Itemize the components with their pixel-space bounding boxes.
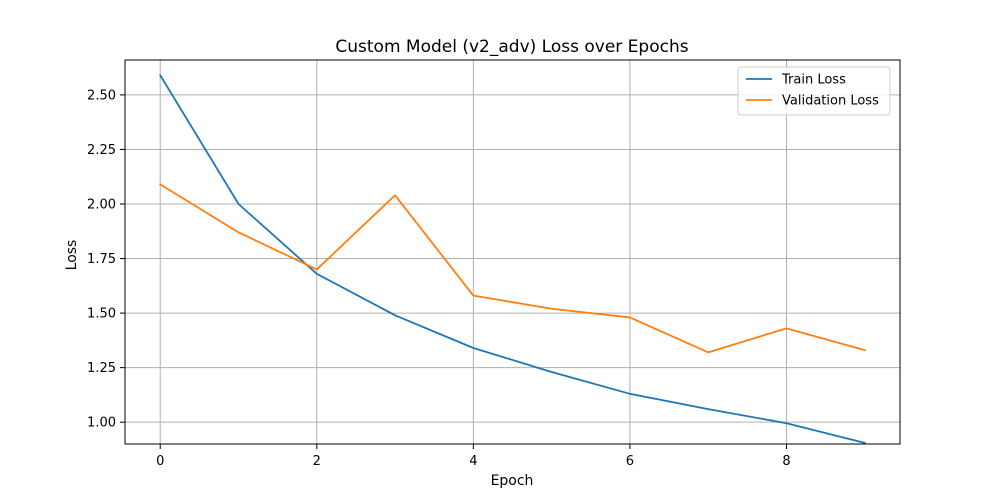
legend: Train Loss Validation Loss bbox=[737, 66, 891, 116]
x-axis-ticks: 0 2 4 6 8 bbox=[156, 444, 791, 469]
y-tick-label: 1.75 bbox=[87, 252, 116, 267]
x-tick-label: 4 bbox=[469, 454, 477, 469]
legend-label: Validation Loss bbox=[782, 94, 879, 109]
series-line-train-loss bbox=[158, 74, 866, 445]
y-tick-label: 1.00 bbox=[87, 416, 116, 431]
x-tick-label: 0 bbox=[156, 454, 164, 469]
y-tick-label: 2.50 bbox=[87, 88, 116, 103]
plot-area-frame bbox=[124, 59, 901, 445]
x-tick-label: 2 bbox=[313, 454, 321, 469]
y-axis-ticks: 1.00 1.25 1.50 1.75 2.00 2.25 2.50 bbox=[87, 88, 125, 431]
grid-lines bbox=[125, 60, 900, 444]
y-tick-label: 2.00 bbox=[87, 198, 116, 213]
chart-title: Custom Model (v2_adv) Loss over Epochs bbox=[335, 37, 688, 57]
series-layer bbox=[158, 74, 866, 445]
y-tick-label: 1.50 bbox=[87, 307, 116, 322]
x-tick-label: 6 bbox=[626, 454, 634, 469]
y-axis-label: Loss bbox=[64, 240, 80, 271]
y-tick-label: 1.25 bbox=[87, 361, 116, 376]
series-line-validation-loss bbox=[158, 183, 866, 354]
y-tick-label: 2.25 bbox=[87, 143, 116, 158]
x-axis-label: Epoch bbox=[491, 473, 534, 489]
x-tick-label: 8 bbox=[782, 454, 790, 469]
legend-box bbox=[737, 66, 891, 116]
legend-label: Train Loss bbox=[781, 73, 846, 88]
